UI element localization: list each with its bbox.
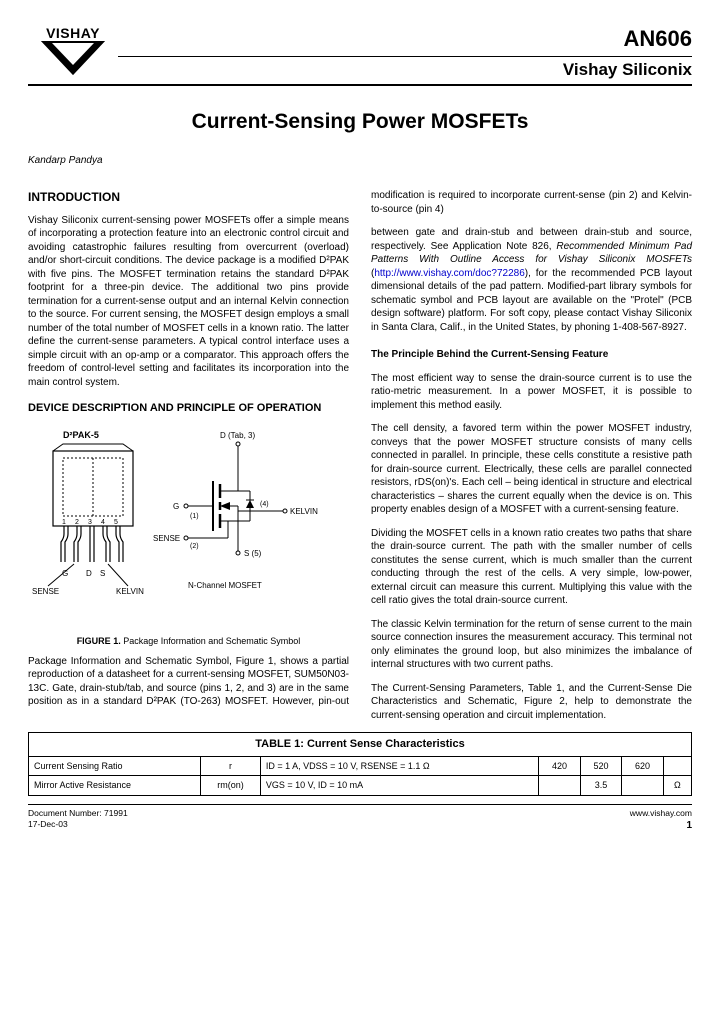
svg-text:(2): (2) (190, 543, 199, 550)
svg-text:2: 2 (75, 519, 79, 526)
svg-text:KELVIN: KELVIN (290, 507, 318, 516)
footer-docnum: Document Number: 71991 (28, 808, 128, 819)
page-number: 1 (630, 819, 692, 833)
svg-text:1: 1 (62, 519, 66, 526)
page-title: Current-Sensing Power MOSFETs (28, 108, 692, 136)
heading-intro: INTRODUCTION (28, 189, 349, 205)
svg-text:S (5): S (5) (244, 549, 262, 558)
logo-triangle-icon (38, 41, 108, 77)
fig-label-pkg: D²PAK-5 (63, 430, 99, 440)
body-p2b: between gate and drain-stub and between … (371, 226, 692, 334)
figure-1: D²PAK-5 1 2 3 4 5 (28, 426, 349, 647)
svg-text:KELVIN: KELVIN (116, 587, 144, 596)
svg-text:3: 3 (88, 519, 92, 526)
figure-1-caption: FIGURE 1. Package Information and Schema… (28, 635, 349, 647)
svg-text:S: S (100, 569, 105, 578)
doc-code: AN606 (118, 24, 692, 57)
svg-text:(4): (4) (260, 501, 269, 508)
svg-text:SENSE: SENSE (32, 587, 59, 596)
page-header: VISHAY AN606 Vishay Siliconix (28, 24, 692, 86)
footer-date: 17-Dec-03 (28, 819, 128, 830)
body-columns: INTRODUCTION Vishay Siliconix current-se… (28, 189, 692, 722)
table-1: TABLE 1: Current Sense Characteristics C… (28, 732, 692, 795)
page-footer: Document Number: 71991 17-Dec-03 www.vis… (28, 804, 692, 833)
pr-p1: The most efficient way to sense the drai… (371, 372, 692, 413)
pr-p3: Dividing the MOSFET cells in a known rat… (371, 527, 692, 608)
author: Kandarp Pandya (28, 154, 692, 168)
pr-p2: The cell density, a favored term within … (371, 422, 692, 517)
vishay-logo: VISHAY (28, 24, 118, 77)
figure-1-svg: D²PAK-5 1 2 3 4 5 (28, 426, 328, 626)
brand-line: Vishay Siliconix (118, 59, 692, 82)
svg-text:N-Channel MOSFET: N-Channel MOSFET (188, 581, 262, 590)
pr-p5: The Current-Sensing Parameters, Table 1,… (371, 682, 692, 723)
svg-text:D: D (86, 569, 92, 578)
pr-p4: The classic Kelvin termination for the r… (371, 618, 692, 672)
svg-text:5: 5 (114, 519, 118, 526)
svg-text:SENSE: SENSE (153, 534, 180, 543)
svg-text:G: G (173, 502, 179, 511)
footer-url: www.vishay.com (630, 808, 692, 819)
svg-text:(1): (1) (190, 513, 199, 520)
svg-text:4: 4 (101, 519, 105, 526)
svg-text:D (Tab, 3): D (Tab, 3) (220, 431, 255, 440)
table-title: TABLE 1: Current Sense Characteristics (29, 733, 692, 757)
intro-paragraph: Vishay Siliconix current-sensing power M… (28, 214, 349, 390)
heading-principle: The Principle Behind the Current-Sensing… (371, 348, 692, 362)
heading-device: DEVICE DESCRIPTION AND PRINCIPLE OF OPER… (28, 401, 349, 416)
appnote-link[interactable]: http://www.vishay.com/doc?72286 (374, 268, 524, 279)
table-row: Mirror Active Resistance rm(on) VGS = 10… (29, 776, 692, 795)
table-row: Current Sensing Ratio r ID = 1 A, VDSS =… (29, 757, 692, 776)
